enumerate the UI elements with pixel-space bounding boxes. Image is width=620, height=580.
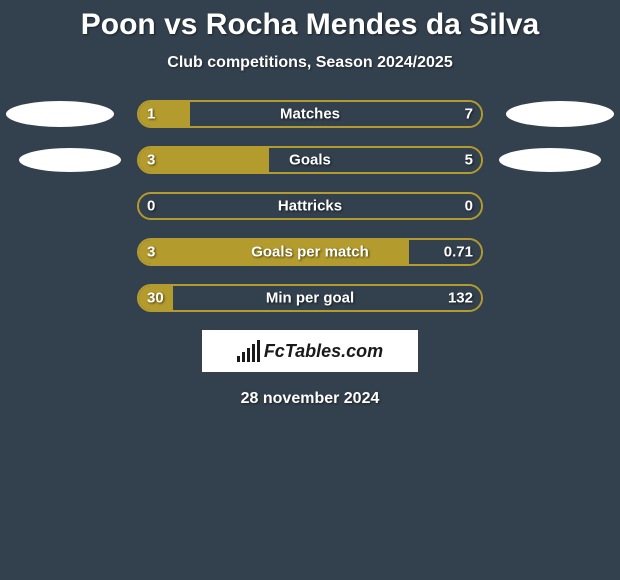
bar-chart-icon [237,340,260,362]
stat-label: Min per goal [266,290,354,307]
stat-bar-track: 3 5 Goals [137,146,483,174]
stat-bar-track: 30 132 Min per goal [137,284,483,312]
stat-bar-track: 3 0.71 Goals per match [137,238,483,266]
stat-value-right: 0.71 [444,244,473,261]
stats-chart: 1 7 Matches 3 5 Goals 0 0 Hattricks 3 0.71 Goals pe… [0,100,620,312]
stat-value-left: 30 [147,290,164,307]
stat-bar-track: 0 0 Hattricks [137,192,483,220]
player-left-ellipse-icon [19,148,121,172]
stat-row: 0 0 Hattricks [0,192,620,220]
stat-value-left: 3 [147,244,155,261]
stat-label: Hattricks [278,198,342,215]
stat-bar-track: 1 7 Matches [137,100,483,128]
stat-value-right: 5 [465,152,473,169]
player-right-ellipse-icon [506,101,614,127]
footer-date: 28 november 2024 [0,390,620,408]
stat-value-right: 132 [448,290,473,307]
stat-label: Goals per match [251,244,369,261]
stat-row: 30 132 Min per goal [0,284,620,312]
season-subtitle: Club competitions, Season 2024/2025 [0,54,620,72]
brand-name: FcTables.com [264,341,383,362]
stat-row: 1 7 Matches [0,100,620,128]
brand-logo-box: FcTables.com [202,330,418,372]
stat-value-right: 7 [465,106,473,123]
player-right-ellipse-icon [499,148,601,172]
stat-row: 3 0.71 Goals per match [0,238,620,266]
stat-value-right: 0 [465,198,473,215]
stat-value-left: 3 [147,152,155,169]
stat-bar-left [139,148,269,172]
comparison-infographic: Poon vs Rocha Mendes da Silva Club compe… [0,0,620,580]
stat-value-left: 0 [147,198,155,215]
stat-row: 3 5 Goals [0,146,620,174]
player-left-ellipse-icon [6,101,114,127]
stat-value-left: 1 [147,106,155,123]
stat-label: Matches [280,106,340,123]
stat-label: Goals [289,152,331,169]
page-title: Poon vs Rocha Mendes da Silva [0,0,620,42]
